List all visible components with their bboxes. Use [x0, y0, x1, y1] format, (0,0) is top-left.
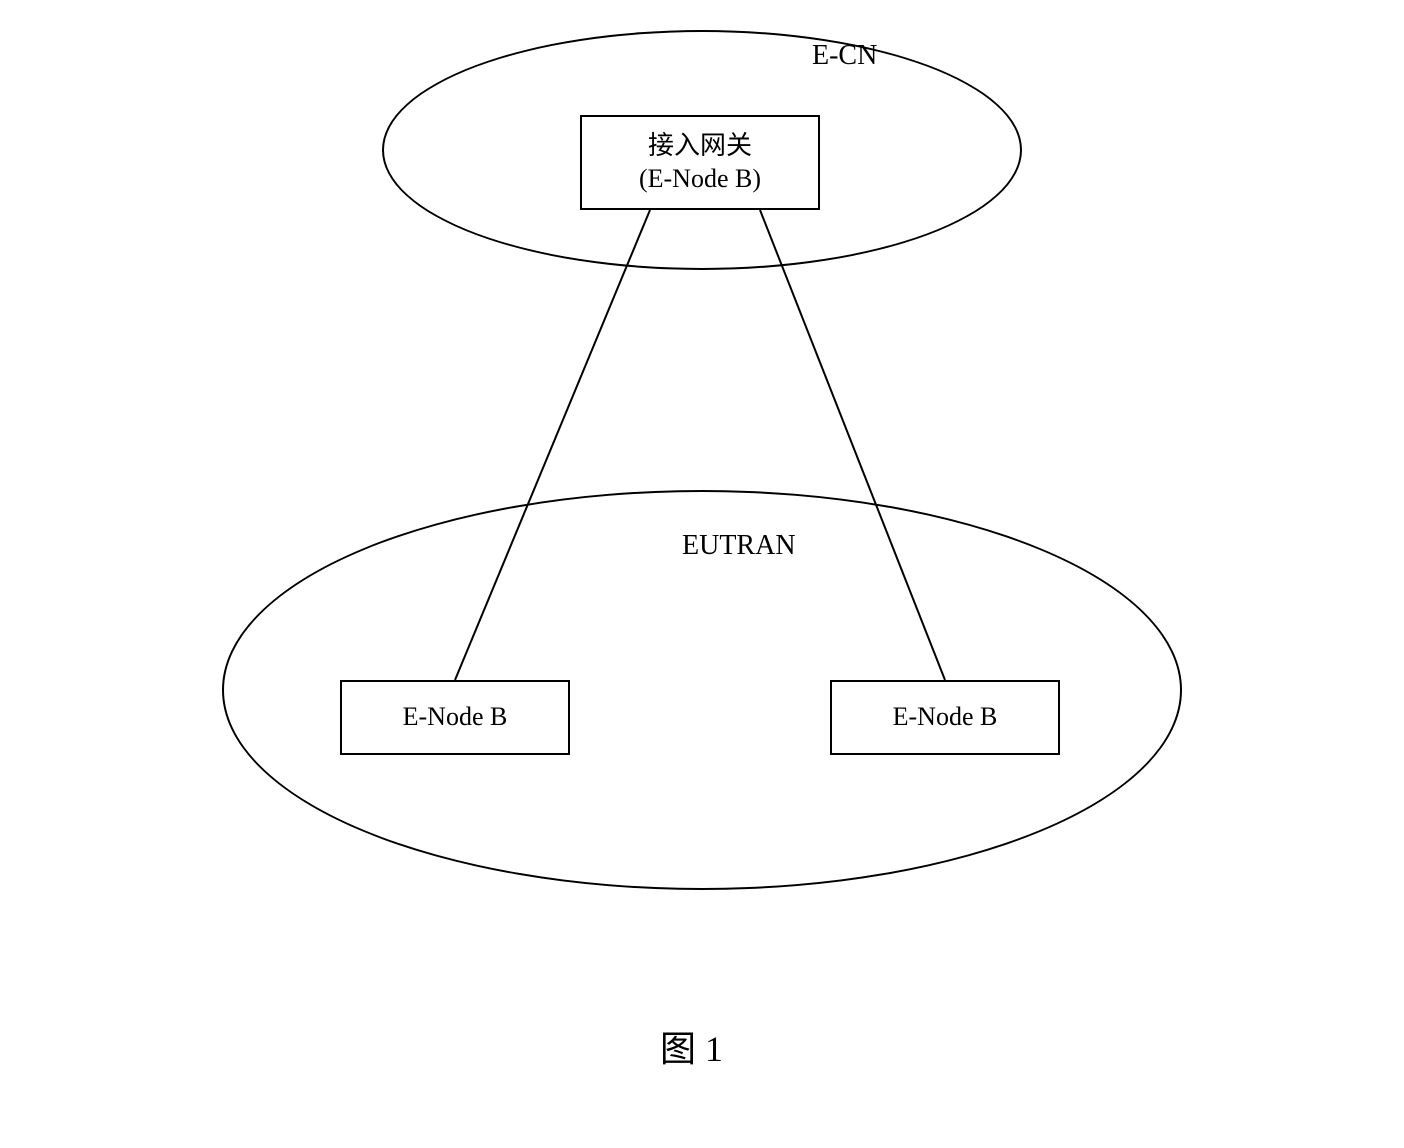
figure-caption: 图 1: [660, 1020, 723, 1072]
eutran-label: EUTRAN: [682, 530, 796, 562]
access-gateway-box: 接入网关 (E-Node B): [580, 115, 820, 210]
ecn-label: E-CN: [812, 40, 877, 72]
enodeb-left-text: E-Node B: [403, 701, 508, 734]
enodeb-right-box: E-Node B: [830, 680, 1060, 755]
gateway-line1: 接入网关: [648, 130, 752, 163]
enodeb-left-box: E-Node B: [340, 680, 570, 755]
gateway-line2: (E-Node B): [639, 163, 761, 196]
enodeb-right-text: E-Node B: [893, 701, 998, 734]
diagram-canvas: E-CN 接入网关 (E-Node B) EUTRAN E-Node B E-N…: [0, 0, 1404, 1148]
